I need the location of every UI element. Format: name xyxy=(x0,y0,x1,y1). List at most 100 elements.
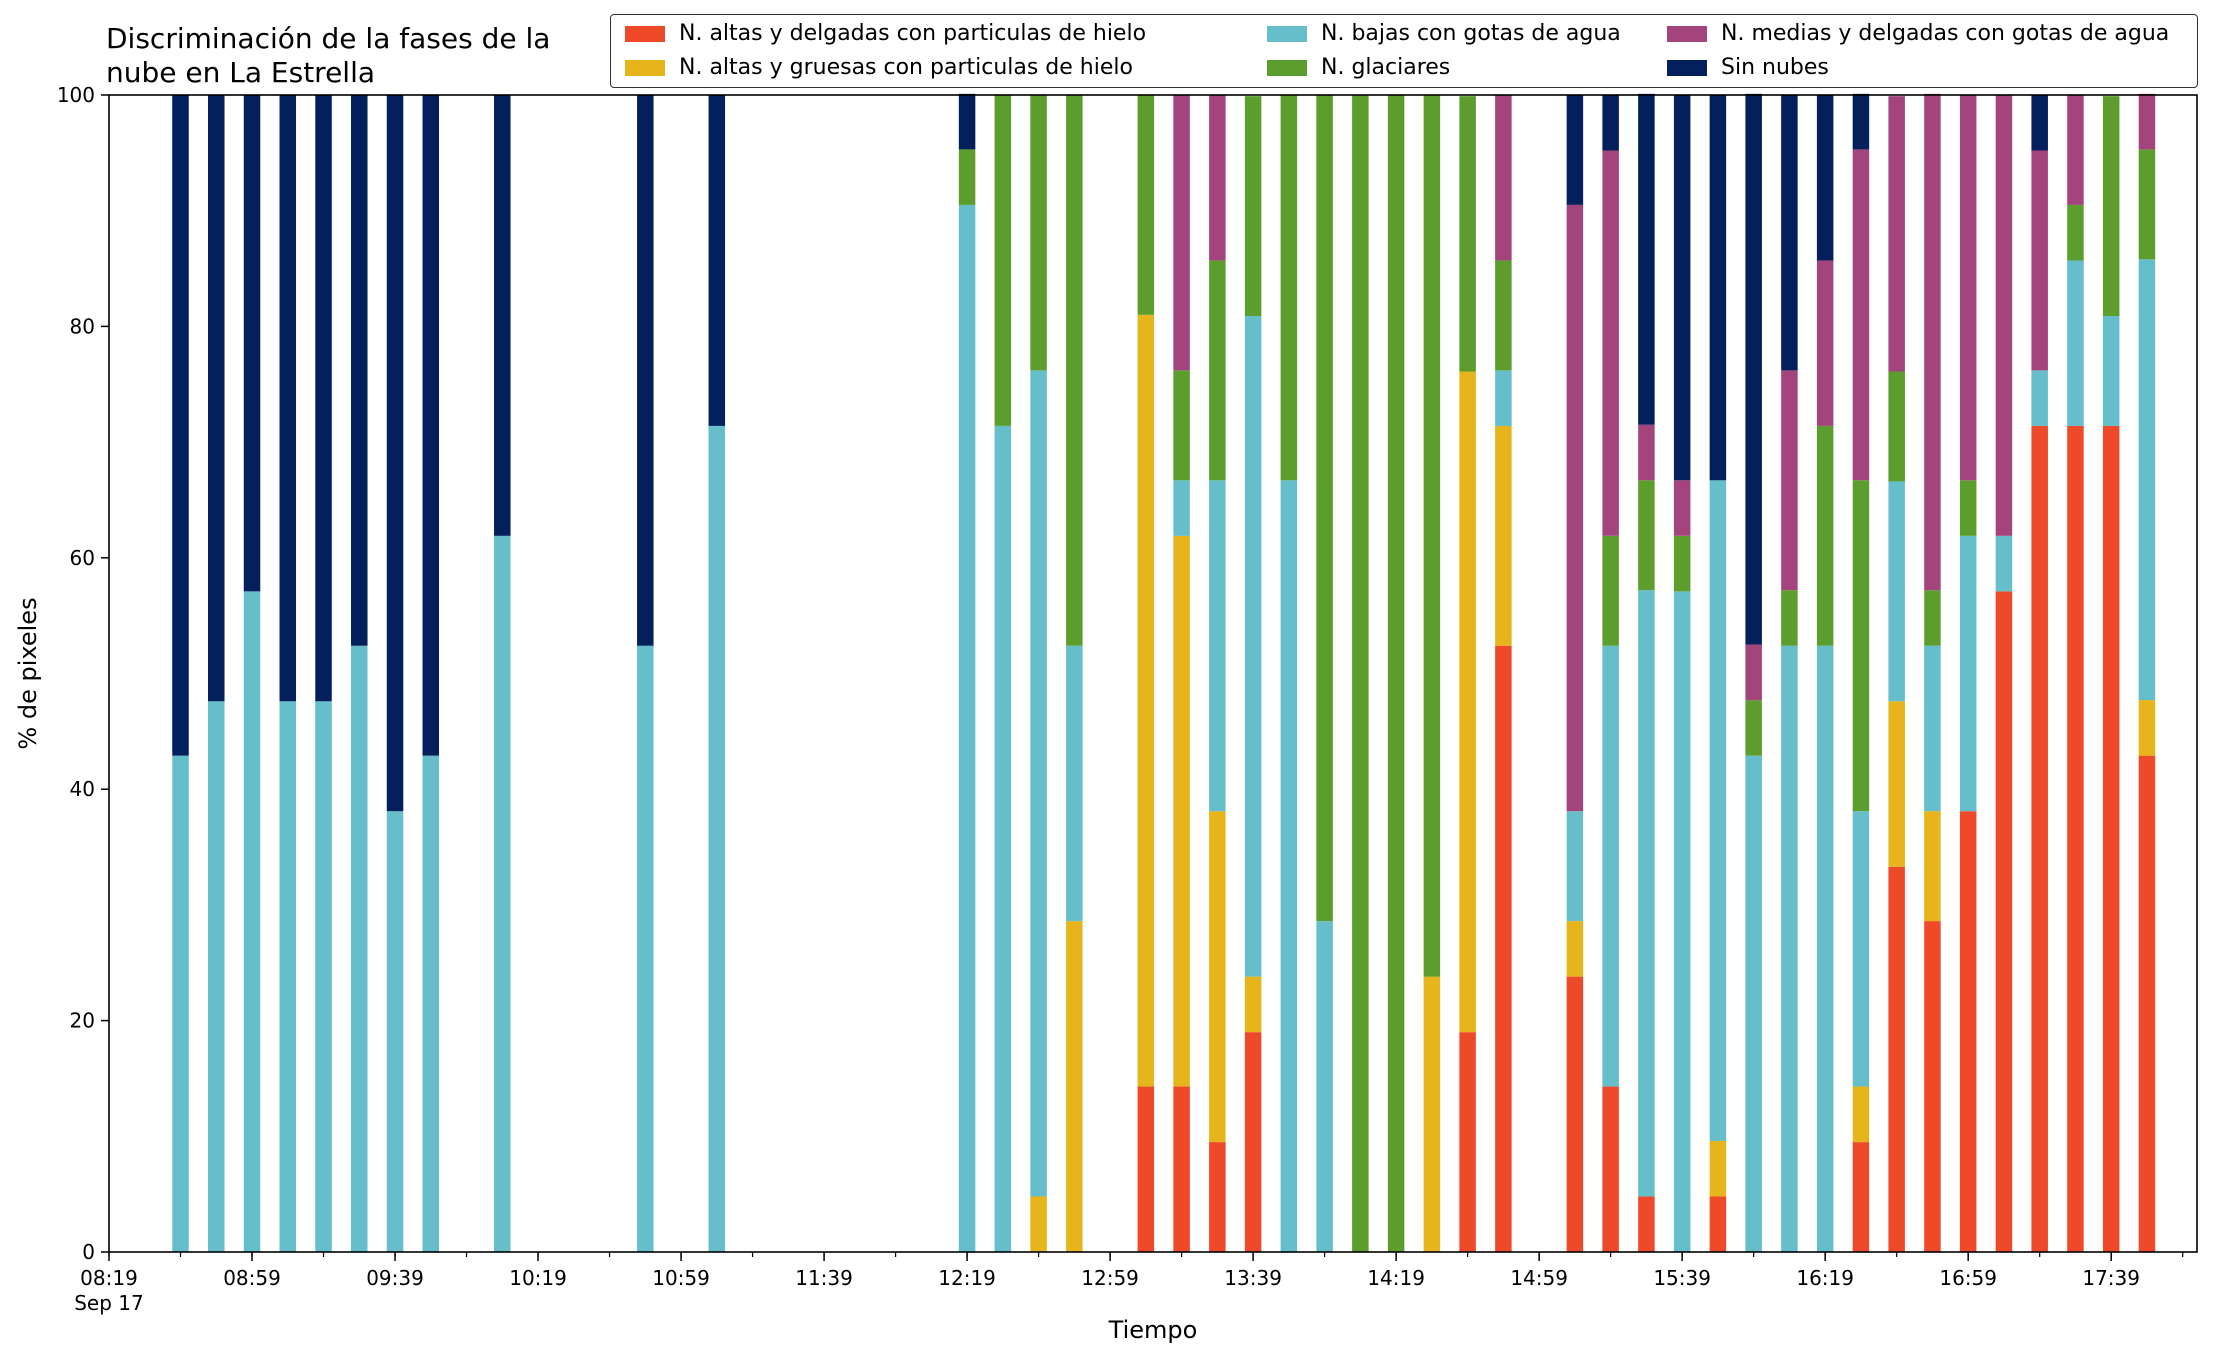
bar-segment xyxy=(494,95,511,536)
legend-label: N. altas y gruesas con particulas de hie… xyxy=(679,55,1133,80)
bar-segment xyxy=(958,149,976,205)
bar-segment xyxy=(1638,424,1655,481)
bar-segment xyxy=(1888,701,1905,867)
bar-segment xyxy=(2067,260,2084,426)
bar-segment xyxy=(1066,921,1083,1252)
bar-segment xyxy=(1888,96,1905,372)
x-tick-label: 14:59 xyxy=(1510,1266,1568,1290)
bar-segment xyxy=(351,95,368,646)
bar-segment xyxy=(1495,645,1512,1252)
bar-segment xyxy=(2031,425,2048,1252)
bar-segment xyxy=(1495,260,1512,371)
bar-segment xyxy=(994,95,1012,426)
bar-segment xyxy=(1387,95,1405,1252)
bar-segment xyxy=(208,95,225,702)
bar-segment xyxy=(1316,95,1333,922)
bar-segment xyxy=(1995,95,2013,536)
bar-segment xyxy=(1602,150,1619,536)
bar-segment xyxy=(2031,150,2048,371)
bar-segment xyxy=(1423,976,1441,1252)
x-tick-label: 10:19 xyxy=(509,1266,567,1290)
bar-segment xyxy=(1673,480,1691,536)
bar-segment xyxy=(1137,95,1155,315)
bar-segment xyxy=(2031,95,2048,151)
bar-segment xyxy=(1244,1032,1262,1252)
bar-segment xyxy=(2102,96,2120,316)
y-tick-label: 80 xyxy=(70,314,95,338)
x-tick-label: 14:19 xyxy=(1367,1266,1425,1290)
bar-segment xyxy=(1852,480,1870,812)
bar-segment xyxy=(1745,700,1762,756)
bar-segment xyxy=(1745,644,1762,701)
bar-segment xyxy=(1959,95,1977,481)
bar-segment xyxy=(1888,481,1905,702)
legend-swatch xyxy=(1267,25,1307,42)
bar-segment xyxy=(1602,535,1619,646)
bar-segment xyxy=(1924,921,1941,1252)
bar-segment xyxy=(208,701,225,1252)
bar-segment xyxy=(1673,95,1691,481)
bar-segment xyxy=(1030,95,1047,371)
bar-segment xyxy=(2067,95,2084,205)
x-tick-label: 15:39 xyxy=(1653,1266,1711,1290)
bar-segment xyxy=(708,425,726,1252)
x-tick-label: 13:39 xyxy=(1224,1266,1282,1290)
bar-segment xyxy=(1495,370,1512,426)
legend-item: N. bajas con gotas de agua xyxy=(1267,21,1621,46)
legend-swatch xyxy=(625,25,665,42)
bar-segment xyxy=(1709,480,1727,1141)
bar-segment xyxy=(1995,535,2013,592)
x-tick-label: 08:59 xyxy=(223,1266,281,1290)
bar-segment xyxy=(1423,95,1441,977)
bar-segment xyxy=(315,701,332,1252)
bar-segment xyxy=(2138,700,2156,756)
bar-segment xyxy=(1852,93,1870,150)
bar-segment xyxy=(351,645,368,1252)
bar-segment xyxy=(386,811,404,1252)
bar-segment xyxy=(958,204,976,1252)
bar-segment xyxy=(1459,371,1476,1033)
y-tick-label: 40 xyxy=(70,777,95,801)
bar-segment xyxy=(1244,96,1262,316)
bar-segment xyxy=(1781,590,1798,646)
bar-segment xyxy=(1209,260,1226,481)
bar-segment xyxy=(315,95,332,702)
bar-segment xyxy=(1566,811,1584,922)
bar-segment xyxy=(1638,480,1655,591)
bar-segment xyxy=(1280,480,1298,1252)
bar-segment xyxy=(1673,591,1691,1252)
y-tick-label: 100 xyxy=(57,83,95,107)
legend-label: Sin nubes xyxy=(1721,55,1829,80)
bar-segment xyxy=(1745,755,1762,1252)
bar-segment xyxy=(1816,425,1834,646)
bar-segment xyxy=(1566,95,1584,205)
bar-segment xyxy=(2067,204,2084,261)
bar-segment xyxy=(1924,811,1941,922)
bar-segment xyxy=(1066,95,1083,646)
y-tick-label: 20 xyxy=(70,1009,95,1033)
legend-label: N. bajas con gotas de agua xyxy=(1321,21,1621,46)
bar-segment xyxy=(1459,1032,1476,1252)
bar-segment xyxy=(958,93,976,150)
bar-segment xyxy=(1244,315,1262,977)
legend-swatch xyxy=(1667,25,1707,42)
legend-item: N. glaciares xyxy=(1267,55,1450,80)
legend-swatch xyxy=(1267,59,1307,76)
bar-segment xyxy=(243,95,261,592)
bar-segment xyxy=(1888,371,1905,482)
bar-segment xyxy=(1244,976,1262,1033)
bar-segment xyxy=(1959,480,1977,536)
bar-segment xyxy=(1816,95,1834,261)
bar-segment xyxy=(1566,204,1584,812)
bar-segment xyxy=(994,425,1012,1252)
bar-segment xyxy=(1173,535,1190,1087)
bar-segment xyxy=(494,535,511,1252)
bar-segment xyxy=(637,95,654,646)
bar-segment xyxy=(2031,370,2048,426)
legend-item: N. altas y delgadas con particulas de hi… xyxy=(625,21,1146,46)
bar-segment xyxy=(1602,1086,1619,1252)
bar-segment xyxy=(2102,425,2120,1252)
bar-segment xyxy=(422,95,440,756)
bar-segment xyxy=(2138,93,2156,150)
